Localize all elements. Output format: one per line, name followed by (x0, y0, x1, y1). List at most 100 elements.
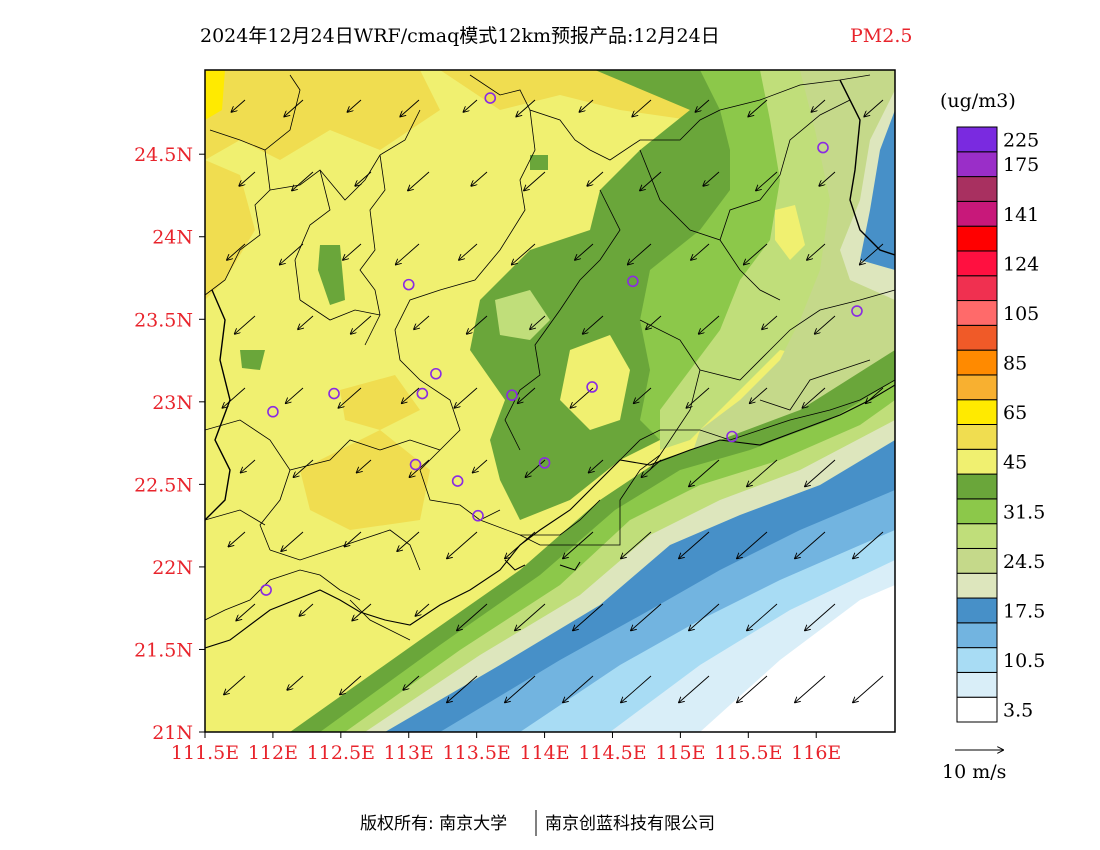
wind-arrow (853, 531, 884, 558)
legend-swatch (956, 424, 998, 450)
wind-arrow (689, 459, 720, 486)
legend-label: 105 (1003, 303, 1039, 325)
station-marker (402, 278, 415, 291)
legend-swatch (956, 151, 998, 178)
legend-label: 31.5 (1003, 501, 1045, 523)
wind-arrow (284, 99, 304, 117)
station-marker (260, 584, 272, 596)
lat-tick-label: 22N (152, 557, 193, 579)
legend-label: 24.5 (1003, 551, 1045, 573)
legend-swatch (956, 622, 998, 649)
legend-label: 225 (1003, 129, 1039, 151)
station-marker (538, 457, 551, 469)
station-marker (472, 509, 484, 522)
legend-swatch (956, 275, 998, 302)
lon-tick-label: 114E (519, 742, 569, 764)
wind-arrow (815, 315, 836, 334)
wind-arrow (294, 459, 314, 477)
wind-arrow (679, 531, 710, 558)
legend-swatch (956, 250, 998, 277)
station-marker (430, 367, 442, 380)
wind-arrow (640, 171, 662, 190)
concentration-field (205, 70, 895, 732)
wind-arrow (232, 99, 246, 112)
legend-swatch (956, 349, 998, 376)
wind-arrow (744, 243, 768, 264)
wind-arrow (524, 171, 546, 190)
wind-arrow (223, 387, 246, 408)
wind-arrow (747, 459, 778, 486)
wind-arrow (866, 387, 884, 403)
wind-arrow (737, 675, 768, 702)
longitude-axis: 111.5E 112E 112.5E 113E 113.5E 114E 114.5E 115E… (171, 732, 841, 764)
wind-arrow (459, 243, 478, 260)
station-marker (627, 275, 639, 288)
wind-arrow (747, 603, 778, 630)
legend-unit: (ug/m3) (940, 90, 1016, 112)
wind-arrow (853, 675, 884, 702)
station-marker (409, 458, 422, 471)
lon-tick-label: 114.5E (578, 742, 646, 764)
station-marker (484, 92, 497, 104)
legend-swatch (956, 200, 998, 227)
station-marker (506, 389, 518, 402)
wind-arrow (402, 387, 420, 403)
wind-arrow (589, 459, 604, 473)
wind-arrow (467, 315, 488, 334)
legend-swatch (956, 696, 998, 723)
wind-arrow (281, 531, 304, 551)
wind-arrow (241, 459, 256, 473)
legend-label: 141 (1003, 204, 1039, 226)
wind-arrow (355, 171, 372, 186)
legend-swatch (956, 176, 998, 202)
wind-arrow (628, 243, 652, 264)
field-patch-west (205, 160, 255, 300)
wind-arrow (515, 603, 546, 630)
wind-arrow (235, 315, 256, 334)
wind-arrow (408, 171, 430, 190)
wind-arrow (357, 459, 372, 473)
wind-arrow (583, 315, 604, 334)
map-title: 2024年12月24日WRF/cmaq模式12km预报产品:12月24日 (200, 25, 720, 47)
wind-arrow (516, 99, 536, 117)
lat-tick-label: 22.5N (134, 474, 193, 496)
wind-arrow (280, 243, 304, 264)
wind-arrow (699, 315, 720, 334)
wind-arrow (351, 315, 372, 334)
lat-tick-label: 21.5N (134, 639, 193, 661)
legend-swatch (956, 300, 998, 326)
wind-arrow (807, 243, 826, 260)
wind-arrow (580, 99, 594, 112)
field-patch-corner (205, 70, 225, 120)
legend-swatch (956, 671, 998, 698)
wind-arrow (397, 531, 420, 551)
wind-arrow (239, 171, 256, 186)
legend-label: 65 (1003, 402, 1027, 424)
wind-arrow (229, 531, 246, 547)
wind-arrow (642, 459, 662, 477)
wind-arrow (414, 315, 430, 329)
wind-arrow (339, 387, 362, 408)
wind-arrow (689, 603, 720, 630)
field-island-5 (240, 350, 265, 370)
legend-swatch (956, 126, 998, 153)
wind-arrow (447, 531, 478, 558)
lat-tick-label: 24.5N (134, 144, 193, 166)
monitoring-stations (260, 92, 863, 596)
wind-arrow (748, 99, 768, 117)
pollutant-label: PM2.5 (850, 25, 912, 47)
lat-tick-label: 24N (152, 227, 193, 249)
wind-arrow (575, 243, 594, 260)
station-marker (851, 305, 863, 317)
legend-swatch (956, 498, 998, 525)
legend-label: 124 (1003, 253, 1039, 275)
wind-arrow (457, 603, 488, 630)
lon-tick-label: 113.5E (443, 742, 511, 764)
field-island-3 (495, 290, 550, 340)
legend-labels: 3.5 10.5 17.5 24.5 31.5 45 65 85 105 124 141 175 225 (1003, 129, 1045, 721)
wind-arrow (795, 531, 826, 558)
wind-arrow (696, 99, 710, 112)
wind-arrow (750, 387, 768, 403)
legend-swatch (956, 324, 998, 351)
lon-tick-label: 113E (384, 742, 434, 764)
